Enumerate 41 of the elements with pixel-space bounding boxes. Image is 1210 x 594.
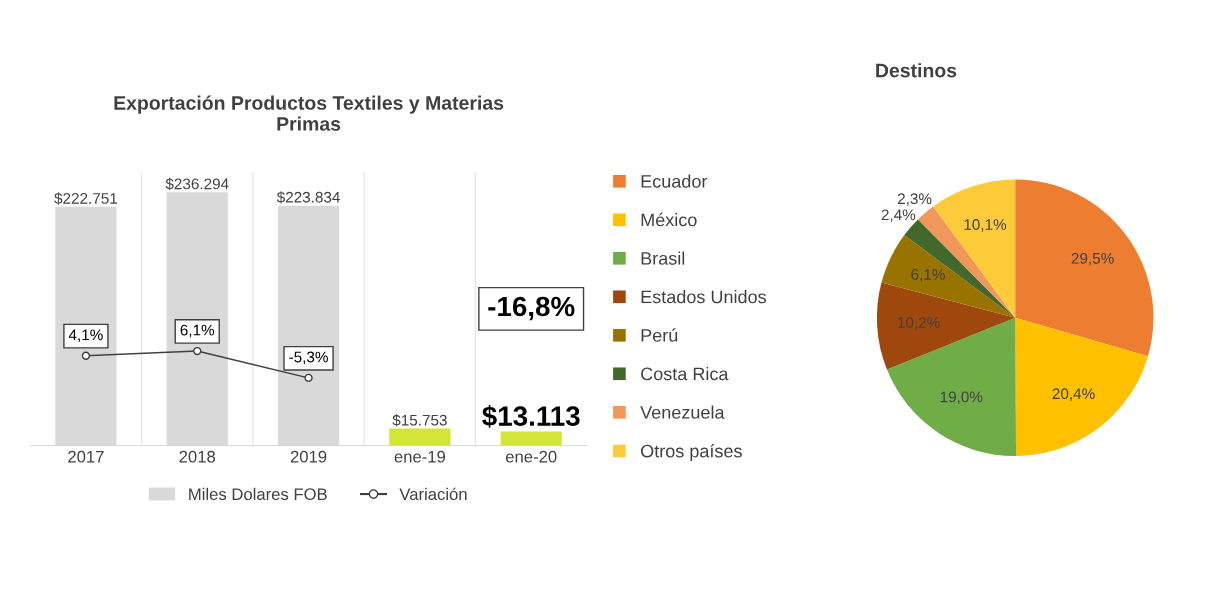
- data-label: $13.113: [482, 405, 580, 428]
- x-tick-label: 2019: [290, 450, 327, 463]
- data-label: 20,4%: [1052, 388, 1095, 401]
- pie-slice: [1015, 179, 1154, 357]
- legend-label: Otros países: [641, 444, 742, 462]
- bar: [500, 431, 562, 446]
- data-label: $222.751: [54, 192, 118, 205]
- data-label: 6,1%: [911, 269, 945, 282]
- legend-label: Costa Rica: [641, 367, 729, 381]
- legend-label: Miles Dolares FOB: [189, 487, 327, 501]
- chart-title: Destinos: [876, 63, 957, 78]
- data-label: 19,0%: [940, 391, 983, 405]
- data-label: 10,2%: [898, 317, 940, 330]
- legend-label: México: [641, 212, 697, 227]
- pie-slice: [886, 317, 1017, 457]
- pie-slice: [876, 282, 1016, 370]
- data-label: $15.753: [392, 414, 447, 427]
- legend-label: Ecuador: [641, 174, 708, 188]
- x-tick-label: ene-20: [505, 450, 557, 463]
- bar: [389, 428, 451, 446]
- data-label: 6,1%: [180, 324, 215, 338]
- annotation: -16,8%: [488, 296, 575, 321]
- data-label: 29,5%: [1071, 252, 1114, 266]
- legend-label: Brasil: [641, 251, 685, 265]
- pie-slice: [1015, 317, 1148, 457]
- data-label: 2,4%: [881, 209, 916, 222]
- data-label: $236.294: [165, 177, 229, 191]
- legend-label: Perú: [641, 328, 678, 342]
- data-label: $223.834: [276, 191, 340, 204]
- chart-title: Exportación Productos Textiles y Materias Primas: [114, 95, 504, 131]
- x-tick-label: 2018: [179, 450, 216, 463]
- legend-label: Estados Unidos: [641, 290, 766, 304]
- x-tick-label: 2017: [68, 450, 104, 463]
- data-label: 4,1%: [68, 329, 103, 343]
- data-label: 10,1%: [964, 219, 1007, 232]
- legend-label: Variación: [399, 487, 467, 501]
- data-label: -5,3%: [289, 351, 328, 365]
- x-tick-label: ene-19: [394, 450, 446, 463]
- legend-label: Venezuela: [640, 405, 725, 419]
- data-label: 2,3%: [897, 193, 932, 206]
- pie-slice: [881, 235, 1016, 318]
